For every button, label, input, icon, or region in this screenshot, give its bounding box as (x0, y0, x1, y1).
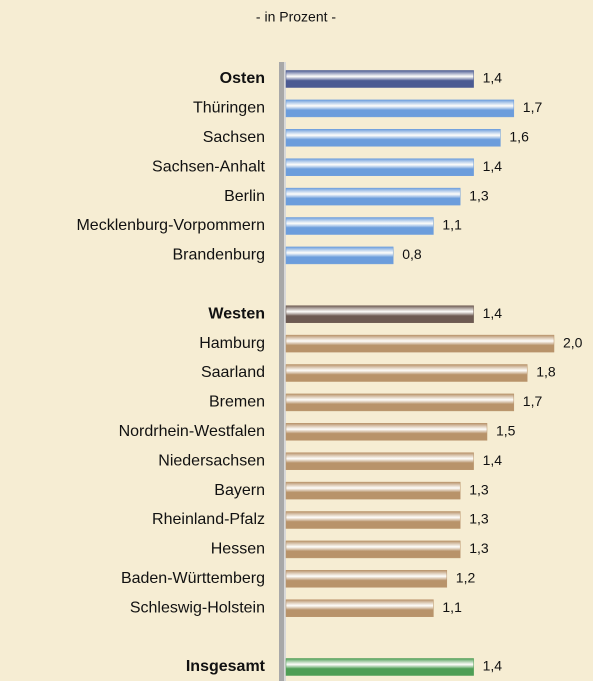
value-label: 1,3 (469, 511, 489, 527)
bar (285, 246, 394, 265)
category-label: Mecklenburg-Vorpommern (76, 217, 265, 234)
bar (285, 129, 501, 147)
bar (285, 511, 461, 529)
bar (285, 423, 488, 441)
bar (285, 334, 555, 353)
value-label: 1,3 (469, 540, 489, 556)
bar (285, 540, 461, 559)
value-label: 1,6 (509, 129, 529, 145)
value-label: 1,7 (523, 99, 543, 115)
value-label: 1,5 (496, 423, 516, 439)
bar (285, 599, 434, 617)
category-label: Osten (220, 70, 265, 87)
category-label: Schleswig-Holstein (130, 599, 265, 616)
category-label: Sachsen (203, 129, 265, 146)
category-label: Bremen (209, 394, 265, 411)
category-label: Thüringen (193, 100, 265, 117)
bar (285, 452, 474, 470)
bar (285, 364, 528, 382)
category-label: Bayern (214, 482, 265, 499)
chart-title: - in Prozent - (256, 9, 336, 25)
category-label: Brandenburg (172, 247, 265, 264)
bar (285, 570, 448, 588)
value-label: 1,4 (483, 452, 503, 468)
category-label: Hessen (211, 541, 265, 558)
value-label: 1,3 (469, 187, 489, 203)
bar (285, 70, 474, 88)
category-label: Niedersachsen (158, 452, 265, 469)
value-label: 1,4 (483, 158, 503, 174)
bar (285, 158, 474, 176)
value-label: 2,0 (563, 334, 583, 350)
value-label: 1,4 (483, 658, 503, 674)
value-label: 1,3 (469, 481, 489, 497)
category-label: Nordrhein-Westfalen (119, 423, 265, 440)
bar (285, 217, 434, 235)
category-label: Sachsen-Anhalt (152, 158, 266, 175)
value-label: 0,8 (402, 246, 422, 262)
bar (285, 187, 461, 206)
value-label: 1,2 (456, 570, 476, 586)
value-label: 1,8 (536, 364, 556, 380)
category-label: Berlin (224, 188, 265, 205)
value-label: 1,1 (442, 217, 462, 233)
category-label: Saarland (201, 364, 265, 381)
value-label: 1,7 (523, 393, 543, 409)
bar (285, 481, 461, 500)
category-label: Rheinland-Pfalz (152, 511, 265, 528)
axis (279, 62, 286, 681)
value-label: 1,4 (483, 305, 503, 321)
category-label: Insgesamt (186, 658, 266, 675)
bar (285, 305, 474, 323)
category-label: Baden-Württemberg (121, 570, 265, 587)
bar (285, 658, 474, 676)
value-label: 1,1 (442, 599, 462, 615)
axis-highlight (284, 62, 286, 681)
category-label: Hamburg (199, 335, 265, 352)
category-label: Westen (208, 305, 265, 322)
value-label: 1,4 (483, 70, 503, 86)
bar (285, 99, 515, 118)
bar (285, 393, 515, 412)
